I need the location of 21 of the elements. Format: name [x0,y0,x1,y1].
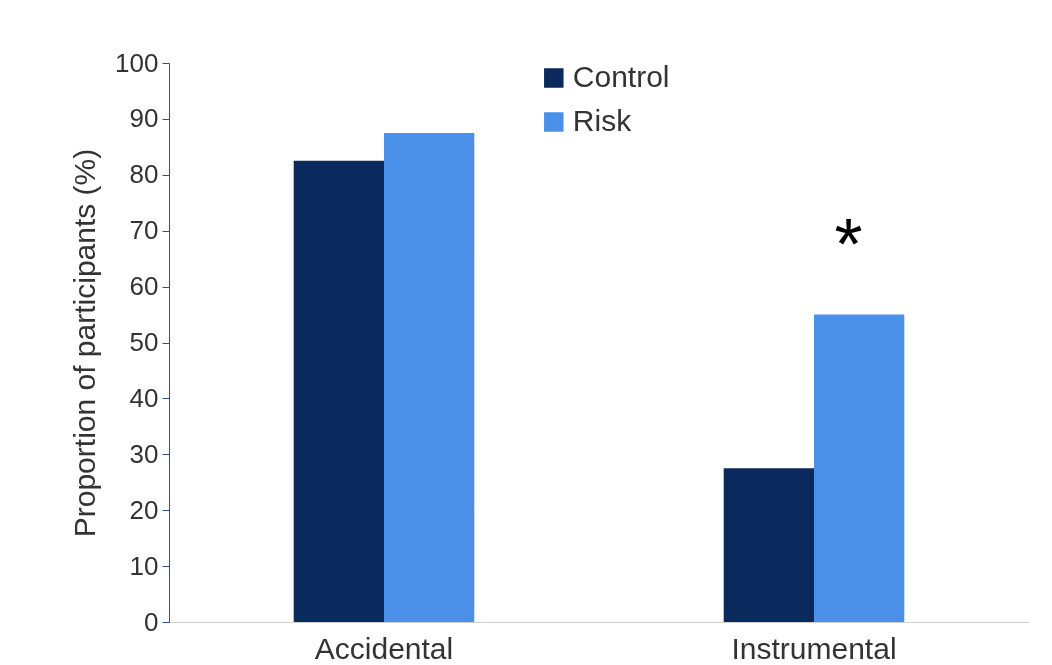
bar [384,132,475,622]
y-tick-label: 40 [129,382,159,413]
y-tick-label: 0 [144,606,159,637]
y-tick-label: 100 [115,47,159,78]
bar [723,468,814,622]
legend-label: Risk [572,104,633,137]
x-tick-label: Accidental [314,631,454,665]
legend-label: Control [572,60,670,93]
y-axis-title: Proportion of participants (%) [68,148,102,538]
y-tick-label: 10 [129,550,159,581]
annotation: * [834,204,863,285]
bar [293,160,384,622]
bar [814,314,905,622]
y-tick-label: 50 [129,327,159,357]
y-tick-label: 60 [129,271,159,302]
y-tick-label: 20 [129,494,159,525]
y-tick-label: 70 [129,215,159,246]
x-tick-label: Instrumental [731,631,897,665]
y-tick-label: 30 [129,438,159,469]
y-tick-label: 80 [129,159,159,190]
y-tick-label: 90 [129,103,159,134]
